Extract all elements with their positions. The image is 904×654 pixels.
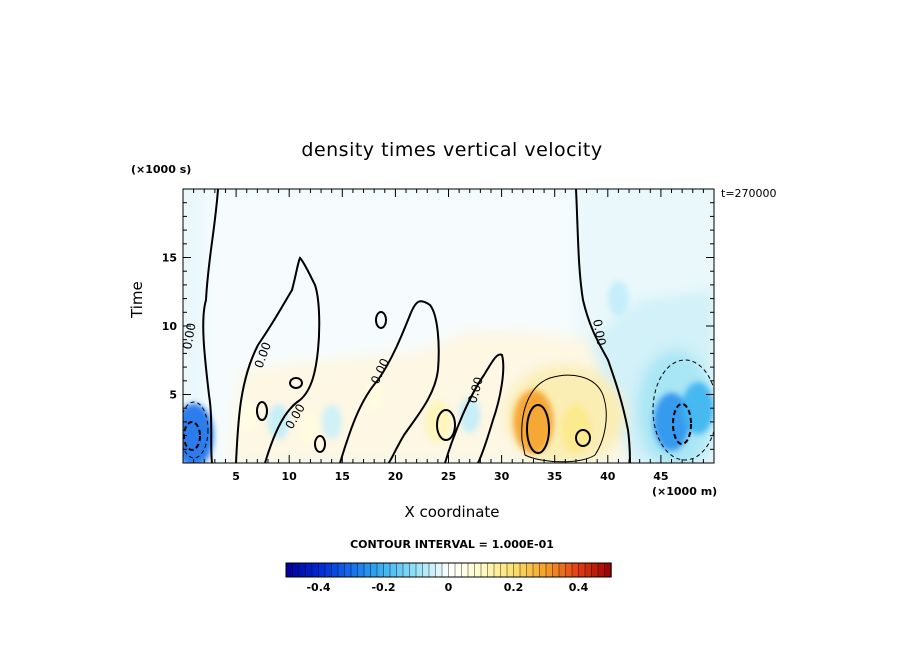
colorbar-cell [428, 562, 437, 578]
x-axis-unit: (×1000 m) [652, 485, 718, 498]
colorbar-cell [539, 562, 547, 578]
y-tick-label: 10 [162, 320, 178, 333]
colorbar-tick-label: -0.2 [371, 581, 395, 594]
colorbar-cell [285, 562, 294, 578]
colorbar-cell [571, 562, 580, 578]
colorbar-cell [513, 562, 521, 578]
negative-contours [183, 359, 714, 461]
contour-label: 0.00 [180, 322, 198, 351]
colorbar-tick-label: 0 [445, 581, 453, 594]
negative-field-blob [183, 403, 214, 463]
colorbar-cell [389, 562, 398, 578]
colorbar-cell [493, 562, 502, 578]
colorbar-cell [331, 562, 339, 578]
positive-field-blob [300, 411, 321, 447]
positive-field-blob [513, 389, 554, 454]
colorbar-cell [552, 562, 560, 578]
colorbar [285, 562, 612, 578]
colorbar-cell [292, 562, 300, 578]
x-axis-label: X coordinate [404, 503, 500, 521]
contour-interval-label: CONTOUR INTERVAL = 1.000E-01 [350, 538, 554, 551]
colorbar-cell [298, 562, 307, 578]
colorbar-cell [409, 562, 417, 578]
colorbar-cell [584, 562, 593, 578]
negative-field-blob [268, 404, 289, 440]
colorbar-cell [441, 562, 450, 578]
x-tick-label: 30 [494, 470, 510, 483]
colorbar-cell [500, 562, 508, 578]
contour-label: 0.00 [590, 318, 608, 347]
colorbar-cell [370, 562, 378, 578]
negative-field-blob [608, 281, 629, 317]
colorbar-cell [558, 562, 567, 578]
x-tick-label: 35 [547, 470, 562, 483]
x-tick-label: 15 [335, 470, 350, 483]
colorbar-tick-label: -0.4 [306, 581, 330, 594]
colorbar-cell [324, 562, 333, 578]
colorbar-cell [435, 562, 443, 578]
y-axis-unit: (×1000 s) [131, 163, 192, 176]
colorbar-cell [526, 562, 534, 578]
negative-field-blob [682, 382, 714, 435]
time-stamp: t=270000 [721, 187, 777, 200]
colorbar-cell [467, 562, 476, 578]
colorbar-tick-label: 0.4 [569, 581, 589, 594]
colorbar-cell [337, 562, 346, 578]
colorbar-cell [396, 562, 404, 578]
negative-field-blob [321, 404, 342, 439]
x-tick-label: 40 [600, 470, 616, 483]
colorbar-cell [506, 562, 515, 578]
x-tick-label: 20 [388, 470, 404, 483]
colorbar-cell [591, 562, 599, 578]
x-tick-label: 5 [232, 470, 240, 483]
colorbar-cell [415, 562, 424, 578]
colorbar-cell [311, 562, 320, 578]
colorbar-cell [578, 562, 586, 578]
colorbar-cell [565, 562, 573, 578]
positive-field-blob [561, 404, 591, 453]
negative-field-blob [459, 397, 481, 433]
colorbar-frame [285, 562, 612, 578]
colorbar-cell [532, 562, 541, 578]
colorbar-tick-label: 0.2 [504, 581, 524, 594]
colorbar-cell [402, 562, 411, 578]
x-tick-label: 45 [653, 470, 668, 483]
colorbar-cell [357, 562, 365, 578]
contour-label: 0.00 [465, 375, 485, 404]
colorbar-cell [454, 562, 463, 578]
colorbar-cell [461, 562, 469, 578]
colorbar-cell [383, 562, 391, 578]
y-tick-label: 5 [169, 389, 177, 402]
chart-title: density times vertical velocity [301, 139, 603, 161]
colorbar-cell [376, 562, 385, 578]
colorbar-cell [604, 562, 612, 578]
colorbar-cell [474, 562, 482, 578]
colorbar-cell [422, 562, 430, 578]
positive-field-blob [236, 398, 257, 433]
colorbar-cell [344, 562, 352, 578]
axis-tick-labels: 5 10 15 20 25 30 35 40 45 5 10 15 [162, 252, 669, 484]
colorbar-cell [519, 562, 528, 578]
field-layer: 0.00 0.00 0.00 0.00 0.00 0.00 [180, 189, 714, 463]
colorbar-cell [363, 562, 372, 578]
negative-field-blob [653, 392, 690, 451]
zero-contours [202, 189, 631, 463]
colorbar-cell [318, 562, 326, 578]
colorbar-cell [448, 562, 456, 578]
colorbar-cell [480, 562, 489, 578]
y-tick-label: 15 [162, 252, 177, 265]
colorbar-cell [305, 562, 313, 578]
axis-ticks [183, 189, 714, 463]
colorbar-cell [545, 562, 554, 578]
positive-contours [521, 374, 607, 463]
colorbar-cell [487, 562, 495, 578]
colorbar-tick-labels: -0.4 -0.2 0 0.2 0.4 [306, 581, 588, 594]
x-tick-label: 25 [441, 470, 456, 483]
positive-field-blob [363, 376, 385, 413]
colorbar-cell [597, 562, 606, 578]
colorbar-cell [350, 562, 359, 578]
x-tick-label: 10 [282, 470, 298, 483]
